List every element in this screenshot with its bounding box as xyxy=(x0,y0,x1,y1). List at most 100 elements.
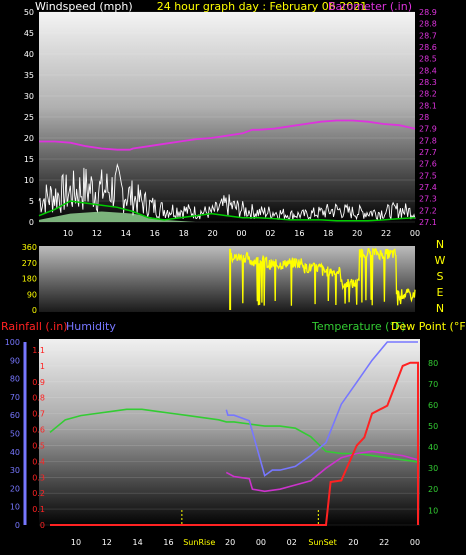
humidity-axis-ticks: 0 10 20 30 40 50 60 70 80 90 100 xyxy=(5,338,27,530)
wind-tick-label: 25 xyxy=(24,113,34,122)
rain-tick-label: 0.7 xyxy=(32,410,45,419)
wind-x-tick-label: 10 xyxy=(63,229,73,238)
wind-tick-label: 5 xyxy=(29,197,34,206)
direction-axis-ticks: 0 90 180 270 360 xyxy=(22,243,37,315)
rain-tick-label: 0.6 xyxy=(32,426,45,435)
baro-tick-label: 27.7 xyxy=(419,148,437,157)
wind-avg-line xyxy=(38,200,416,222)
baro-tick-label: 27.3 xyxy=(419,195,437,204)
wind-tick-label: 40 xyxy=(24,50,34,59)
baro-tick-label: 27.9 xyxy=(419,125,437,134)
humidity-tick-label: 20 xyxy=(10,484,20,493)
rain-tick-label: 1 xyxy=(40,362,45,371)
baro-tick-label: 28.3 xyxy=(419,78,437,87)
humidity-tick-label: 70 xyxy=(10,393,20,402)
temp-axis-ticks: 10 20 30 40 50 60 70 80 xyxy=(428,359,438,515)
humidity-tick-label: 0 xyxy=(15,521,20,530)
compass-label: N xyxy=(436,238,444,251)
baro-tick-label: 27.2 xyxy=(419,206,437,215)
thermo-x-tick-label: 00 xyxy=(256,538,266,547)
wind-tick-label: 20 xyxy=(24,134,34,143)
rainfall-line xyxy=(50,361,419,526)
humidity-tick-label: 90 xyxy=(10,356,20,365)
temp-tick-label: 50 xyxy=(428,422,438,431)
humidity-tick-label: 80 xyxy=(10,375,20,384)
baro-tick-label: 27.5 xyxy=(419,171,437,180)
compass-label: N xyxy=(436,302,444,315)
temperature-axis-label: Temperature (°F) xyxy=(311,320,406,333)
temp-tick-label: 20 xyxy=(428,485,438,494)
thermo-x-tick-label: 14 xyxy=(133,538,143,547)
baro-tick-label: 28.9 xyxy=(419,8,437,17)
dewpoint-axis-label: Dew Point (°F) xyxy=(391,320,466,333)
baro-tick-label: 27.6 xyxy=(419,160,437,169)
temp-tick-label: 10 xyxy=(428,506,438,515)
wind-x-tick-label: 00 xyxy=(410,229,420,238)
wind-x-tick-label: 02 xyxy=(265,229,275,238)
direction-tick-label: 270 xyxy=(22,259,37,268)
temp-tick-label: 70 xyxy=(428,380,438,389)
thermo-panel-background xyxy=(39,339,420,527)
baro-axis-ticks: 27.1 27.2 27.3 27.4 27.5 27.6 27.7 27.8 27.9 28 28… xyxy=(419,8,437,227)
baro-tick-label: 28.4 xyxy=(419,66,437,75)
direction-tick-label: 180 xyxy=(22,275,37,284)
direction-line xyxy=(229,247,416,306)
wind-tick-label: 45 xyxy=(24,29,34,38)
direction-tick-label: 90 xyxy=(27,290,37,299)
thermo-x-tick-label: 20 xyxy=(348,538,358,547)
thermo-x-tick-label: SunSet xyxy=(308,538,336,547)
wind-tick-label: 30 xyxy=(24,92,34,101)
rain-tick-label: 0.8 xyxy=(32,394,45,403)
humidity-tick-label: 50 xyxy=(10,430,20,439)
rain-tick-label: 0.3 xyxy=(32,473,45,482)
rain-tick-label: 0.1 xyxy=(32,505,45,514)
rain-tick-label: 0.2 xyxy=(32,489,45,498)
baro-tick-label: 28 xyxy=(419,113,429,122)
dewpoint-series xyxy=(225,450,419,493)
thermo-x-ticks: 10 12 14 16 SunRise 20 00 02 SunSet 20 22 00 xyxy=(71,538,420,547)
sun-markers xyxy=(181,510,319,525)
wind-x-tick-label: 16 xyxy=(294,229,304,238)
direction-tick-label: 0 xyxy=(32,306,37,315)
baro-tick-label: 28.5 xyxy=(419,55,437,64)
humidity-tick-label: 60 xyxy=(10,411,20,420)
rain-tick-label: 0.5 xyxy=(32,441,45,450)
thermo-x-tick-label: 02 xyxy=(287,538,297,547)
wind-x-tick-label: 18 xyxy=(179,229,189,238)
baro-tick-label: 28.8 xyxy=(419,20,437,29)
baro-tick-label: 28.2 xyxy=(419,90,437,99)
wind-x-tick-label: 22 xyxy=(381,229,391,238)
baro-tick-label: 28.6 xyxy=(419,43,437,52)
wind-x-tick-label: 20 xyxy=(352,229,362,238)
wind-tick-label: 35 xyxy=(24,71,34,80)
humidity-tick-label: 100 xyxy=(5,338,20,347)
wind-x-tick-label: 14 xyxy=(121,229,131,238)
humidity-tick-label: 40 xyxy=(10,448,20,457)
wind-tick-label: 50 xyxy=(24,8,34,17)
gust-line xyxy=(38,163,416,221)
baro-tick-label: 27.4 xyxy=(419,183,437,192)
thermo-x-tick-label: 20 xyxy=(225,538,235,547)
rain-tick-label: 1.1 xyxy=(32,346,45,355)
wind-tick-label: 0 xyxy=(29,218,34,227)
rain-tick-label: 0 xyxy=(40,521,45,530)
wind-axis-ticks: 0 5 10 15 20 25 30 35 40 45 50 xyxy=(24,8,34,227)
wind-axis-label: Windspeed (mph) xyxy=(35,0,133,13)
compass-label: S xyxy=(437,270,444,283)
temp-tick-label: 80 xyxy=(428,359,438,368)
wind-tick-label: 10 xyxy=(24,176,34,185)
rain-tick-label: 0.4 xyxy=(32,457,45,466)
thermo-x-tick-label: 00 xyxy=(410,538,420,547)
temp-tick-label: 60 xyxy=(428,401,438,410)
humidity-axis-label: Humidity xyxy=(66,320,116,333)
wind-x-ticks: 10 12 14 16 18 20 00 02 16 18 20 22 00 xyxy=(63,229,420,238)
humidity-tick-label: 10 xyxy=(10,503,20,512)
wind-x-tick-label: 20 xyxy=(207,229,217,238)
humidity-line xyxy=(225,341,418,477)
thermo-x-tick-label: SunRise xyxy=(183,538,215,547)
direction-panel-background xyxy=(39,246,415,312)
wind-tick-label: 15 xyxy=(24,155,34,164)
humidity-tick-label: 30 xyxy=(10,466,20,475)
compass-label: W xyxy=(435,254,446,267)
wind-panel-background xyxy=(39,12,415,224)
